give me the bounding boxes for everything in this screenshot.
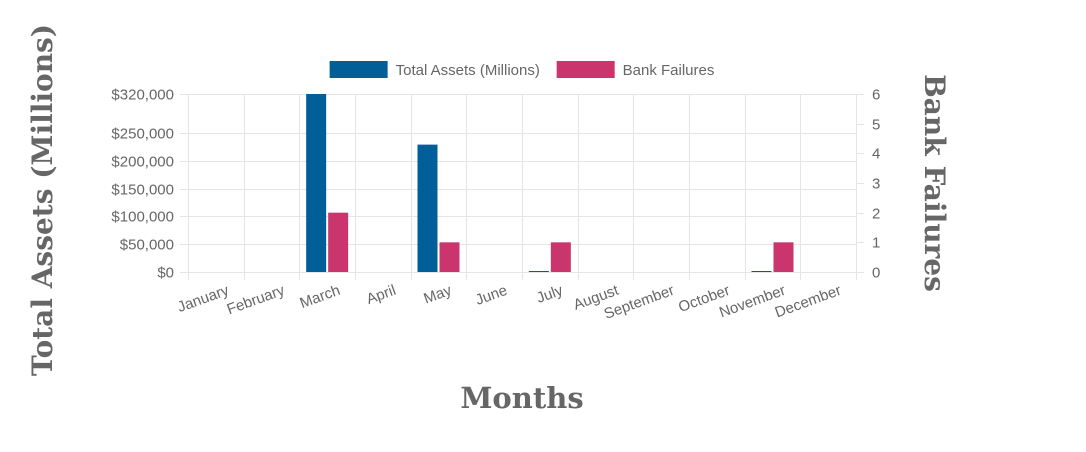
bar-total-assets-march[interactable] [306, 94, 327, 272]
x-tick-label: March [298, 282, 343, 312]
y-right-tick-label: 5 [872, 117, 880, 134]
y-left-tick-label: $150,000 [111, 182, 174, 199]
x-tick-label: April [364, 282, 398, 308]
bar-bank-failures-july[interactable] [550, 242, 571, 272]
x-tick-label: February [225, 282, 288, 319]
legend[interactable]: Total Assets (Millions) Bank Failures [329, 61, 715, 79]
bar-total-assets-july[interactable] [528, 271, 549, 272]
y-axis-right-title: Bank Failures [918, 74, 951, 292]
y-right-tick-label: 1 [872, 235, 880, 252]
bar-bank-failures-november[interactable] [773, 242, 794, 272]
y-axis-left-title: Total Assets (Millions) [26, 24, 59, 376]
bar-total-assets-may[interactable] [417, 144, 438, 272]
x-tick-label: May [421, 282, 454, 308]
x-tick-label: January [175, 282, 231, 316]
bar-total-assets-november[interactable] [751, 271, 772, 272]
y-left-tick-label: $320,000 [111, 87, 174, 104]
legend-item-bank-failures[interactable]: Bank Failures [556, 61, 715, 79]
legend-item-total-assets[interactable]: Total Assets (Millions) [329, 61, 540, 79]
grid [180, 94, 857, 280]
x-tick-label: June [473, 282, 509, 309]
y-right-tick-label: 0 [872, 265, 880, 282]
y-left-tick-label: $100,000 [111, 209, 174, 226]
bar-bank-failures-may[interactable] [439, 242, 460, 272]
y-right-tick-label: 2 [872, 206, 880, 223]
legend-swatch [556, 61, 615, 78]
x-tick-label: July [534, 282, 565, 307]
x-axis-title: Months [460, 381, 583, 415]
legend-label: Bank Failures [623, 62, 715, 79]
y-right-tick-label: 6 [872, 87, 880, 104]
y-left-tick-label: $0 [157, 265, 174, 282]
legend-swatch [329, 61, 388, 78]
legend-label: Total Assets (Millions) [396, 62, 540, 79]
y-left-tick-label: $250,000 [111, 126, 174, 143]
axes: $0 $50,000 $100,000 $150,000 $200,000 $250,00… [111, 87, 880, 323]
y-right-tick-label: 4 [872, 146, 880, 163]
bar-bank-failures-march[interactable] [328, 212, 349, 272]
bars [306, 94, 794, 272]
y-left-tick-label: $50,000 [120, 237, 174, 254]
y-right-tick-label: 3 [872, 176, 880, 193]
y-left-tick-label: $200,000 [111, 154, 174, 171]
